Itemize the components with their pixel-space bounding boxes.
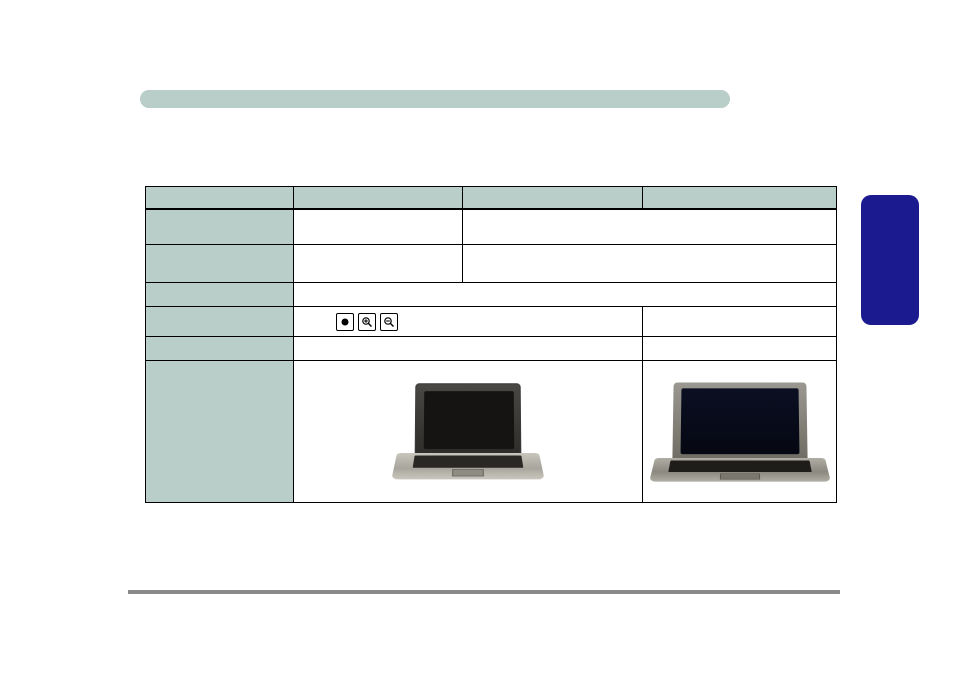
table-row <box>146 361 837 503</box>
row-label <box>146 307 294 337</box>
product-image-cell-2 <box>643 361 837 503</box>
laptop-image-1 <box>393 383 543 493</box>
row-label <box>146 337 294 361</box>
header-col-3 <box>463 187 643 209</box>
page-footer-rule <box>128 590 840 594</box>
table-row <box>146 307 837 337</box>
table-cell <box>643 337 837 361</box>
table-row <box>146 209 837 245</box>
row-label <box>146 245 294 283</box>
icon-group <box>294 307 642 331</box>
side-chapter-tab <box>861 195 919 325</box>
table-row <box>146 283 837 307</box>
table-cell <box>463 245 837 283</box>
product-image-cell-1 <box>293 361 642 503</box>
row-label <box>146 283 294 307</box>
table-cell <box>293 209 463 245</box>
table-header-row <box>146 187 837 209</box>
row-label <box>146 361 294 503</box>
section-title-bar <box>140 90 730 108</box>
table-cell <box>643 307 837 337</box>
table-cell <box>293 337 642 361</box>
spec-table <box>145 186 837 503</box>
header-col-2 <box>293 187 463 209</box>
table-row <box>146 337 837 361</box>
table-cell <box>293 283 836 307</box>
laptop-image-2 <box>655 382 825 494</box>
table-cell <box>463 209 837 245</box>
header-col-4 <box>643 187 837 209</box>
table-cell <box>293 245 463 283</box>
table-row <box>146 245 837 283</box>
row-label <box>146 209 294 245</box>
record-icon <box>336 313 354 331</box>
table-cell-icons <box>293 307 642 337</box>
zoom-out-icon <box>380 313 398 331</box>
header-col-1 <box>146 187 294 209</box>
zoom-in-icon <box>358 313 376 331</box>
